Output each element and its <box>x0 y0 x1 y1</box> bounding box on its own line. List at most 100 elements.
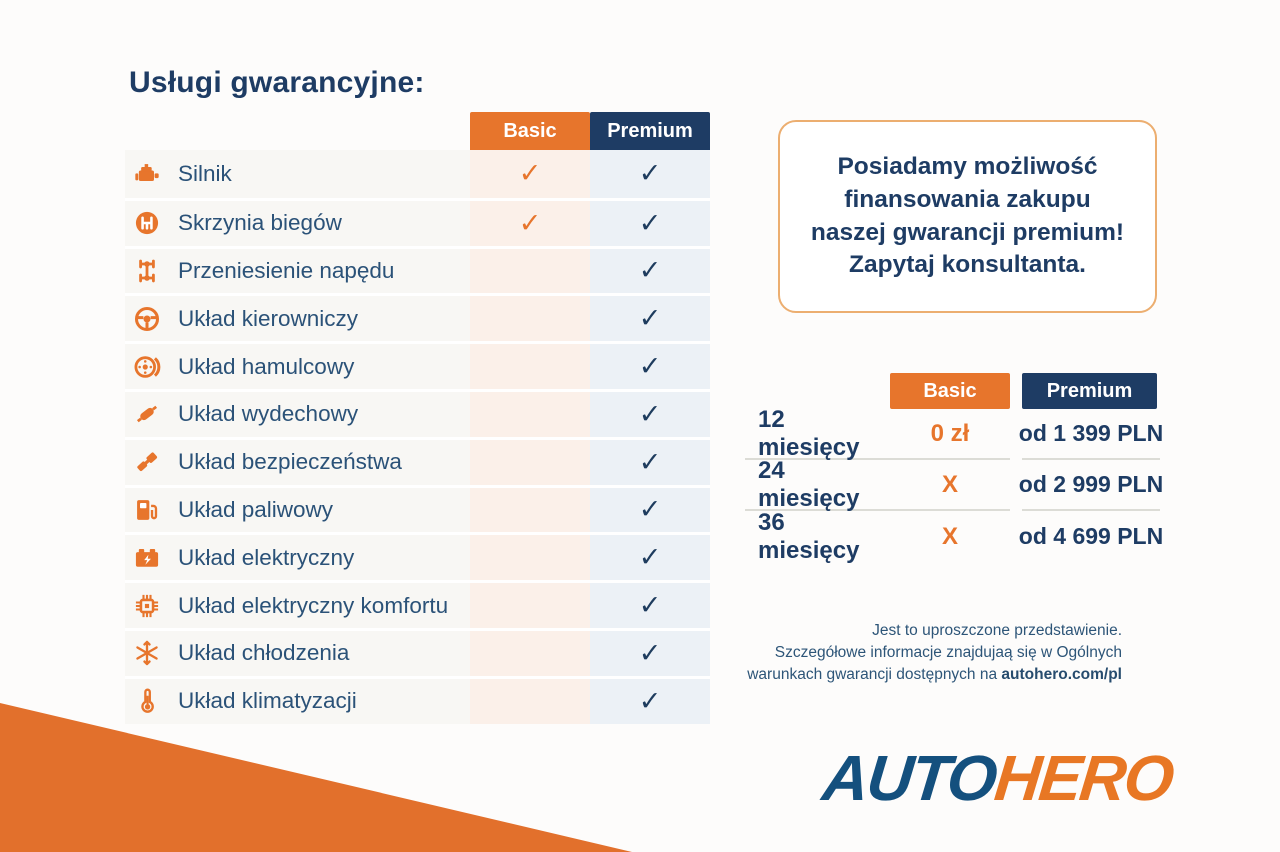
basic-cell <box>470 535 590 581</box>
pricing-period: 24 miesięcy <box>745 457 890 512</box>
feature-row: Układ chłodzenia ✓ <box>125 627 710 676</box>
premium-cell: ✓ <box>590 344 710 389</box>
feature-label-cell: Skrzynia biegów <box>125 200 470 246</box>
feature-label-cell: Silnik <box>125 150 470 198</box>
exhaust-icon <box>132 399 162 429</box>
disclaimer: Jest to uproszczone przedstawienie. Szcz… <box>747 620 1122 686</box>
feature-row: Układ wydechowy ✓ <box>125 388 710 437</box>
feature-label-cell: Przeniesienie napędu <box>125 248 470 294</box>
premium-cell: ✓ <box>590 439 710 485</box>
feature-row: Przeniesienie napędu ✓ <box>125 245 710 294</box>
autohero-url: autohero.com/pl <box>1001 666 1122 683</box>
feature-label: Układ kierowniczy <box>178 305 359 331</box>
basic-cell <box>470 583 590 628</box>
logo-hero-part: HERO <box>991 742 1176 814</box>
basic-price: X <box>941 522 958 550</box>
engine-icon <box>132 159 162 189</box>
premium-check-icon: ✓ <box>638 637 662 668</box>
feature-row: Układ elektryczny komfortu ✓ <box>125 580 710 628</box>
page-title: Usługi gwarancyjne: <box>129 66 425 99</box>
column-header-premium: Premium <box>590 112 710 150</box>
basic-price: X <box>890 460 1010 511</box>
premium-cell: ✓ <box>590 296 710 342</box>
feature-row: Układ elektryczny ✓ <box>125 532 710 581</box>
feature-label-cell: Układ bezpieczeństwa <box>125 439 470 485</box>
pricing-row: 12 miesięcy 0 zł od 1 399 PLN <box>745 406 1163 461</box>
feature-comparison-table: Basic Premium Silnik ✓ ✓ Skrzynia biegów ✓ ✓ P… <box>125 112 710 724</box>
premium-price: od 4 699 PLN <box>1018 523 1164 549</box>
snowflake-icon <box>132 638 162 668</box>
pricing-table-header: Basic Premium <box>745 373 1160 409</box>
feature-label: Przeniesienie napędu <box>178 257 395 283</box>
feature-label: Układ elektryczny <box>178 544 355 570</box>
premium-price: od 2 999 PLN <box>1019 460 1163 511</box>
thermometer-icon <box>132 686 162 716</box>
basic-cell <box>470 248 590 294</box>
basic-cell <box>470 487 590 533</box>
logo-auto-part: AUTO <box>819 742 999 814</box>
premium-check-icon: ✓ <box>638 351 662 382</box>
pricing-header-spacer <box>745 373 890 409</box>
disclaimer-line-3-text: warunkach gwarancji dostępnych na <box>747 666 1002 683</box>
feature-row: Układ bezpieczeństwa ✓ <box>125 436 710 485</box>
chip-icon <box>132 591 162 621</box>
premium-check-icon: ✓ <box>638 255 662 286</box>
promo-text: Posiadamy możliwość finansowania zakupu … <box>810 153 1125 279</box>
feature-row: Układ klimatyzacji ✓ <box>125 675 710 724</box>
feature-label-cell: Układ klimatyzacji <box>125 678 470 724</box>
basic-cell <box>470 344 590 389</box>
premium-cell: ✓ <box>590 391 710 437</box>
feature-table-header: Basic Premium <box>125 112 710 150</box>
premium-cell: ✓ <box>590 630 710 676</box>
pricing-header-basic: Basic <box>890 373 1010 409</box>
premium-check-icon: ✓ <box>638 303 662 334</box>
premium-check-icon: ✓ <box>638 542 662 573</box>
premium-check-icon: ✓ <box>638 446 662 477</box>
feature-label-cell: Układ kierowniczy <box>125 296 470 342</box>
seatbelt-icon <box>132 447 162 477</box>
feature-label: Układ chłodzenia <box>178 640 350 666</box>
disclaimer-line-1: Jest to uproszczone przedstawienie. <box>872 622 1122 639</box>
premium-check-icon: ✓ <box>638 590 662 621</box>
premium-check-icon: ✓ <box>638 158 662 189</box>
premium-check-icon: ✓ <box>638 494 662 525</box>
feature-label: Układ elektryczny komfortu <box>178 592 449 618</box>
pricing-header-gap <box>1010 373 1022 409</box>
drivetrain-icon <box>132 256 162 286</box>
feature-label: Układ paliwowy <box>178 496 334 522</box>
premium-cell: ✓ <box>590 487 710 533</box>
premium-cell: ✓ <box>590 150 710 198</box>
disclaimer-line-2: Szczegółowe informacje znajdujaą się w O… <box>774 644 1122 661</box>
feature-label-cell: Układ chłodzenia <box>125 630 470 676</box>
financing-promo-box: Posiadamy możliwość finansowania zakupu … <box>778 120 1157 313</box>
feature-row: Silnik ✓ ✓ <box>125 150 710 198</box>
corner-triangle-decoration <box>0 703 632 852</box>
premium-cell: ✓ <box>590 678 710 724</box>
fuel-pump-icon <box>132 495 162 525</box>
feature-label-cell: Układ hamulcowy <box>125 344 470 389</box>
pricing-table: Basic Premium 12 miesięcy 0 zł od 1 399 PL… <box>745 373 1164 564</box>
feature-label: Silnik <box>178 160 232 186</box>
feature-row: Układ kierowniczy ✓ <box>125 293 710 342</box>
feature-row: Układ hamulcowy ✓ <box>125 341 710 389</box>
premium-cell: ✓ <box>590 200 710 246</box>
premium-check-icon: ✓ <box>638 207 662 238</box>
feature-label: Układ klimatyzacji <box>178 688 357 714</box>
column-header-basic: Basic <box>470 112 590 150</box>
feature-label-cell: Układ wydechowy <box>125 391 470 437</box>
steering-wheel-icon <box>132 304 162 334</box>
basic-cell: ✓ <box>470 150 590 198</box>
feature-label: Układ wydechowy <box>178 401 359 427</box>
disclaimer-line-3: warunkach gwarancji dostępnych na autohe… <box>747 664 1122 686</box>
brake-disc-icon <box>132 352 162 382</box>
basic-check-icon: ✓ <box>518 158 542 189</box>
gearbox-icon <box>132 208 162 238</box>
premium-price: od 1 399 PLN <box>1019 409 1163 460</box>
pricing-period: 12 miesięcy <box>745 406 890 461</box>
premium-cell: ✓ <box>590 535 710 581</box>
basic-cell <box>470 391 590 437</box>
pricing-header-premium: Premium <box>1022 373 1157 409</box>
